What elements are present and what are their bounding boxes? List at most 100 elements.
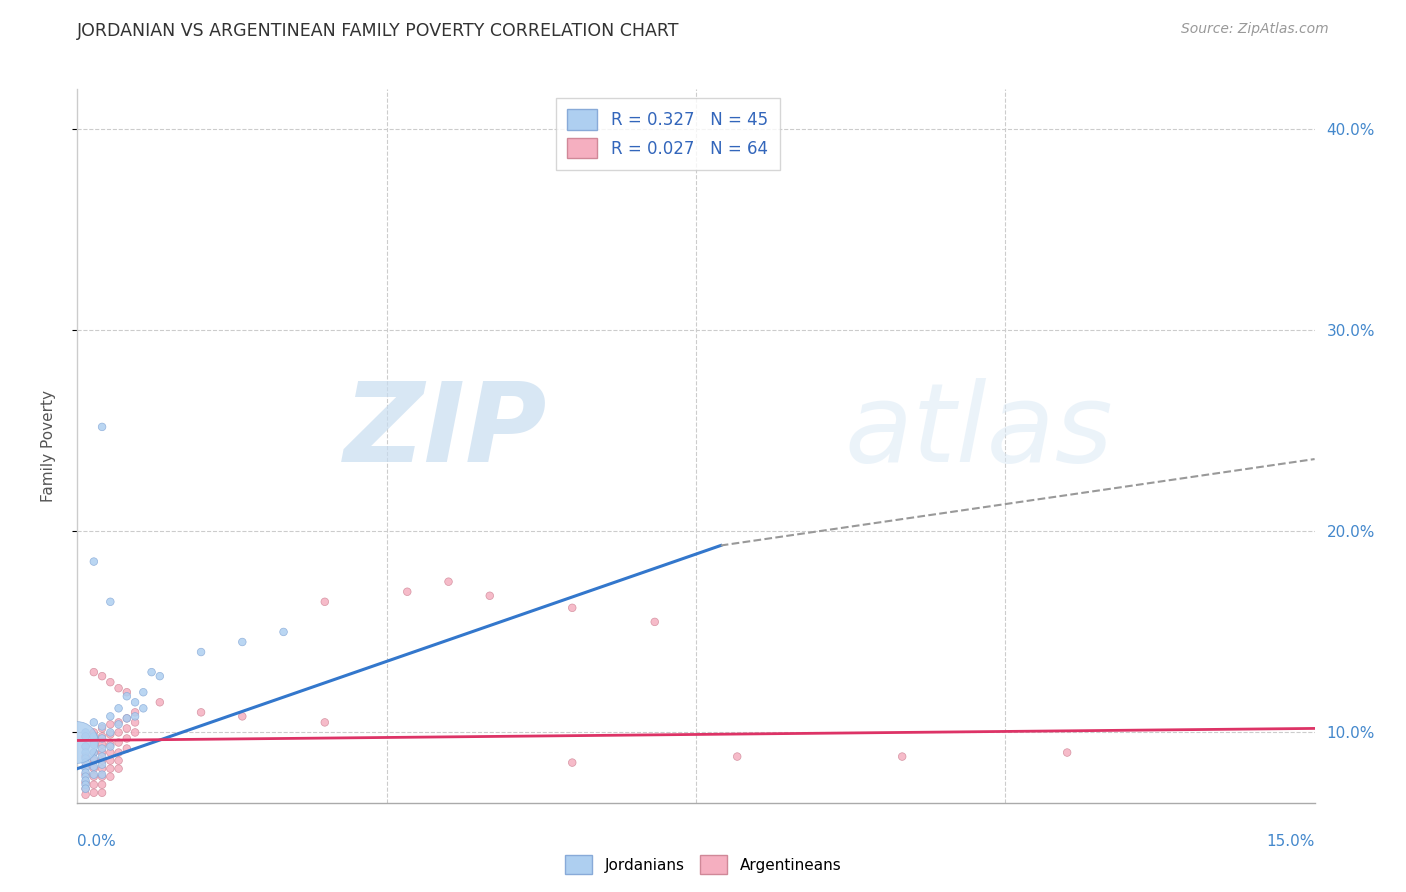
Text: JORDANIAN VS ARGENTINEAN FAMILY POVERTY CORRELATION CHART: JORDANIAN VS ARGENTINEAN FAMILY POVERTY … — [77, 22, 681, 40]
Point — [124, 709, 146, 723]
Point — [91, 778, 114, 792]
Point — [231, 709, 253, 723]
Point — [83, 778, 105, 792]
Point — [107, 735, 129, 749]
Point — [231, 635, 253, 649]
Y-axis label: Family Poverty: Family Poverty — [42, 390, 56, 502]
Point — [91, 731, 114, 746]
Point — [115, 690, 138, 704]
Text: ZIP: ZIP — [344, 378, 547, 485]
Point — [91, 420, 114, 434]
Point — [561, 600, 583, 615]
Point — [149, 695, 172, 709]
Point — [75, 739, 97, 754]
Point — [1056, 746, 1078, 760]
Point — [91, 767, 114, 781]
Point — [98, 739, 121, 754]
Point — [98, 746, 121, 760]
Point — [83, 751, 105, 765]
Point — [107, 746, 129, 760]
Point — [314, 715, 336, 730]
Point — [75, 730, 97, 744]
Point — [644, 615, 666, 629]
Point — [83, 746, 105, 760]
Point — [91, 762, 114, 776]
Point — [115, 741, 138, 756]
Point — [98, 738, 121, 752]
Point — [149, 669, 172, 683]
Point — [124, 725, 146, 739]
Point — [98, 762, 121, 776]
Point — [107, 701, 129, 715]
Legend: R = 0.327   N = 45, R = 0.027   N = 64: R = 0.327 N = 45, R = 0.027 N = 64 — [555, 97, 779, 169]
Point — [396, 584, 419, 599]
Point — [98, 675, 121, 690]
Point — [83, 730, 105, 744]
Point — [91, 786, 114, 800]
Point — [83, 735, 105, 749]
Point — [83, 555, 105, 569]
Point — [91, 746, 114, 760]
Point — [98, 754, 121, 768]
Point — [75, 773, 97, 788]
Point — [75, 781, 97, 796]
Point — [98, 770, 121, 784]
Point — [107, 754, 129, 768]
Point — [107, 717, 129, 731]
Point — [124, 715, 146, 730]
Point — [190, 645, 212, 659]
Point — [115, 722, 138, 736]
Point — [273, 624, 295, 639]
Point — [75, 762, 97, 776]
Point — [83, 786, 105, 800]
Point — [91, 770, 114, 784]
Point — [91, 730, 114, 744]
Point — [83, 762, 105, 776]
Point — [75, 778, 97, 792]
Point — [75, 765, 97, 780]
Point — [91, 749, 114, 764]
Point — [75, 767, 97, 781]
Point — [83, 725, 105, 739]
Point — [75, 759, 97, 773]
Point — [83, 754, 105, 768]
Point — [725, 749, 748, 764]
Point — [75, 739, 97, 754]
Point — [124, 706, 146, 720]
Point — [98, 595, 121, 609]
Point — [75, 781, 97, 796]
Text: 15.0%: 15.0% — [1267, 834, 1315, 849]
Point — [115, 685, 138, 699]
Point — [75, 746, 97, 760]
Point — [75, 756, 97, 770]
Point — [75, 770, 97, 784]
Point — [98, 725, 121, 739]
Point — [75, 751, 97, 765]
Point — [91, 757, 114, 772]
Point — [115, 711, 138, 725]
Point — [115, 731, 138, 746]
Point — [124, 695, 146, 709]
Point — [91, 722, 114, 736]
Point — [107, 715, 129, 730]
Point — [83, 770, 105, 784]
Point — [91, 754, 114, 768]
Point — [98, 709, 121, 723]
Point — [83, 767, 105, 781]
Point — [66, 735, 89, 749]
Point — [75, 730, 97, 744]
Point — [75, 725, 97, 739]
Point — [91, 669, 114, 683]
Point — [91, 738, 114, 752]
Point — [75, 775, 97, 789]
Text: Source: ZipAtlas.com: Source: ZipAtlas.com — [1181, 22, 1329, 37]
Point — [314, 595, 336, 609]
Point — [141, 665, 163, 680]
Point — [83, 759, 105, 773]
Point — [91, 741, 114, 756]
Point — [91, 719, 114, 733]
Point — [190, 706, 212, 720]
Point — [478, 589, 501, 603]
Point — [132, 685, 155, 699]
Point — [83, 738, 105, 752]
